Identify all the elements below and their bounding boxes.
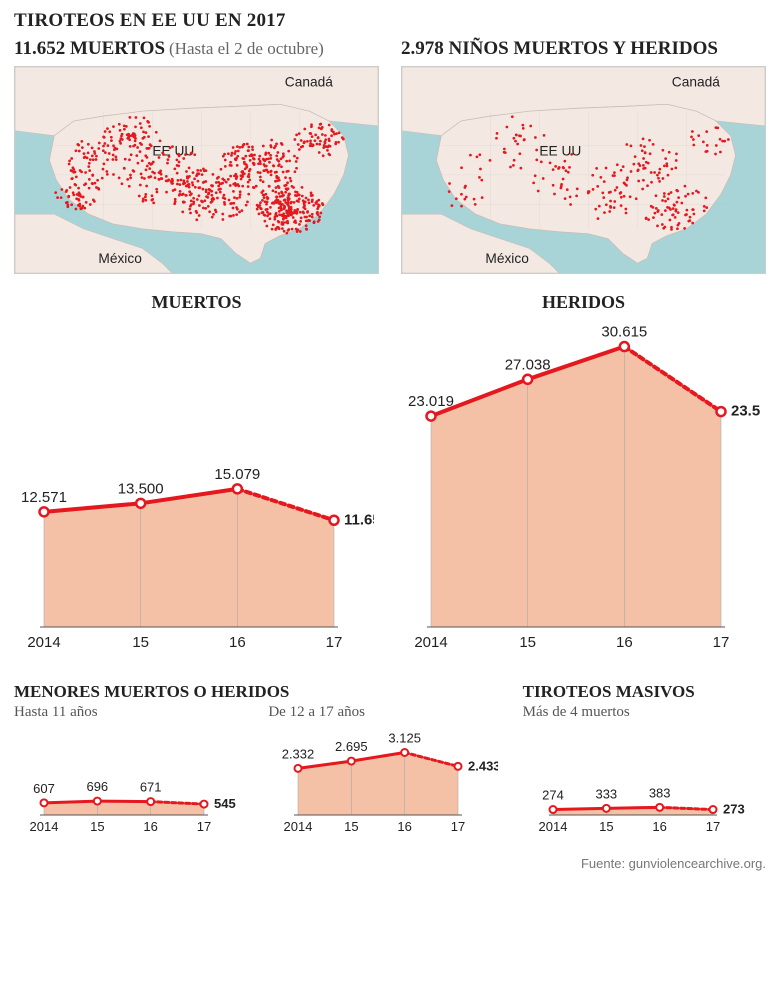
svg-text:México: México: [98, 251, 142, 266]
svg-text:2.695: 2.695: [335, 739, 368, 754]
svg-text:27.038: 27.038: [505, 356, 551, 373]
mass-sub: Más de 4 muertos: [523, 704, 766, 721]
stats-row: 11.652 MUERTOS (Hasta el 2 de octubre) 2…: [14, 38, 766, 60]
svg-text:17: 17: [326, 634, 343, 651]
source-text: Fuente: gunviolencearchive.org.: [14, 856, 766, 871]
svg-text:333: 333: [595, 786, 617, 801]
headline: TIROTEOS EN EE UU EN 2017: [14, 10, 766, 32]
svg-text:15: 15: [132, 634, 149, 651]
svg-text:2014: 2014: [538, 819, 567, 834]
chart-muertos-svg: 12.571 13.500 15.079 11.652 2014 15 16 17: [14, 323, 374, 653]
svg-text:607: 607: [33, 781, 55, 796]
svg-text:273: 273: [723, 802, 745, 817]
maps-row: Canadá EE UU México Canadá EE UU México: [14, 66, 766, 274]
deaths-stat: 11.652 MUERTOS: [14, 38, 165, 59]
children-stat: 2.978 NIÑOS MUERTOS Y HERIDOS: [401, 38, 718, 59]
deaths-stat-sub: (Hasta el 2 de octubre): [169, 39, 324, 58]
svg-text:2.433: 2.433: [468, 758, 498, 773]
charts-row-small: MENORES MUERTOS O HERIDOS Hasta 11 años …: [14, 682, 766, 842]
svg-text:2.332: 2.332: [282, 746, 315, 761]
svg-text:30.615: 30.615: [601, 324, 647, 341]
svg-text:23.516: 23.516: [731, 403, 761, 420]
svg-text:15: 15: [90, 819, 104, 834]
svg-text:17: 17: [705, 819, 719, 834]
svg-text:15.079: 15.079: [214, 466, 260, 483]
chart-mass-svg: 274 333 383 273 2014 15 16 17: [523, 727, 753, 837]
svg-text:274: 274: [542, 788, 564, 803]
chart-heridos-title: HERIDOS: [401, 292, 766, 313]
svg-text:2014: 2014: [284, 819, 313, 834]
svg-text:16: 16: [229, 634, 246, 651]
chart-muertos-col: MUERTOS 12.571 13.500 15.079 11.652 2014 15 16…: [14, 292, 379, 658]
svg-text:Canadá: Canadá: [672, 75, 720, 90]
svg-text:17: 17: [451, 819, 465, 834]
svg-text:12.571: 12.571: [21, 489, 67, 506]
charts-row-main: MUERTOS 12.571 13.500 15.079 11.652 2014 15 16…: [14, 292, 766, 658]
chart-muertos-title: MUERTOS: [14, 292, 379, 313]
svg-text:383: 383: [648, 785, 670, 800]
chart-minors-under11-svg: 607 696 671 545 2014 15 16 17: [14, 727, 244, 837]
map-deaths: Canadá EE UU México: [14, 66, 379, 274]
svg-text:671: 671: [140, 780, 162, 795]
svg-text:16: 16: [143, 819, 157, 834]
map-deaths-svg: Canadá EE UU México: [14, 66, 379, 274]
mass-group: TIROTEOS MASIVOS Más de 4 muertos 274 333…: [523, 682, 766, 842]
minors-12-17-col: De 12 a 17 años 2.332 2.695 3.125 2.433 2014…: [268, 704, 500, 842]
chart-minors-12-17-svg: 2.332 2.695 3.125 2.433 2014 15 16 17: [268, 727, 498, 837]
chart-heridos-svg: 23.019 27.038 30.615 23.516 2014 15 16 17: [401, 323, 761, 653]
svg-text:17: 17: [713, 634, 730, 651]
svg-text:2014: 2014: [414, 634, 447, 651]
svg-text:15: 15: [519, 634, 536, 651]
svg-text:545: 545: [214, 796, 236, 811]
svg-text:16: 16: [398, 819, 412, 834]
mass-title: TIROTEOS MASIVOS: [523, 682, 766, 702]
svg-text:3.125: 3.125: [389, 731, 422, 746]
svg-text:2014: 2014: [30, 819, 59, 834]
svg-text:11.652: 11.652: [344, 511, 374, 528]
svg-text:EE UU: EE UU: [539, 143, 581, 158]
map-children-svg: Canadá EE UU México: [401, 66, 766, 274]
svg-text:2014: 2014: [27, 634, 60, 651]
minors-under11-sub: Hasta 11 años: [14, 704, 246, 721]
svg-text:16: 16: [652, 819, 666, 834]
svg-text:16: 16: [616, 634, 633, 651]
minors-group: MENORES MUERTOS O HERIDOS Hasta 11 años …: [14, 682, 501, 842]
svg-text:23.019: 23.019: [408, 393, 454, 410]
svg-text:13.500: 13.500: [118, 480, 164, 497]
svg-text:15: 15: [344, 819, 358, 834]
svg-text:17: 17: [197, 819, 211, 834]
minors-under11-col: Hasta 11 años 607 696 671 545 2014 15 16 17: [14, 704, 246, 842]
svg-text:EE UU: EE UU: [152, 143, 194, 158]
map-children: Canadá EE UU México: [401, 66, 766, 274]
minors-title: MENORES MUERTOS O HERIDOS: [14, 682, 501, 702]
chart-heridos-col: HERIDOS 23.019 27.038 30.615 23.516 2014 15 16…: [401, 292, 766, 658]
infographic-container: TIROTEOS EN EE UU EN 2017 11.652 MUERTOS…: [0, 0, 780, 881]
svg-text:Canadá: Canadá: [285, 75, 333, 90]
svg-text:México: México: [485, 251, 529, 266]
svg-text:15: 15: [599, 819, 613, 834]
svg-text:696: 696: [86, 779, 108, 794]
minors-12-17-sub: De 12 a 17 años: [268, 704, 500, 721]
